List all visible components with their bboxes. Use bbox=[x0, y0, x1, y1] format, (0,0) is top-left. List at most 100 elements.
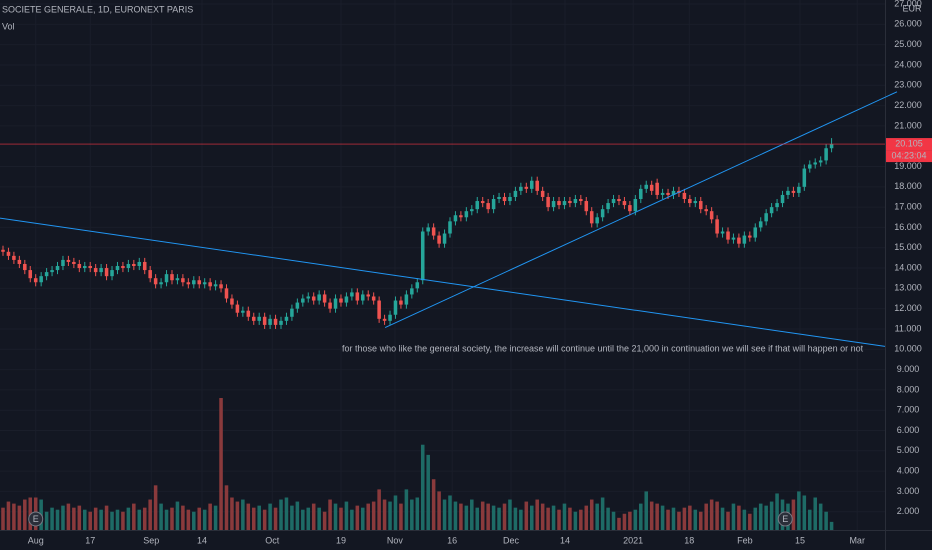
volume-bar bbox=[758, 503, 763, 530]
candle-body bbox=[28, 270, 33, 279]
candle-body bbox=[235, 304, 240, 313]
volume-bar bbox=[797, 491, 801, 530]
volume-bar bbox=[562, 503, 567, 530]
candle-body bbox=[535, 180, 539, 191]
volume-bar bbox=[671, 507, 676, 530]
volume-bar bbox=[88, 511, 92, 530]
candle-body bbox=[704, 209, 708, 212]
volume-bar bbox=[644, 491, 649, 530]
volume-bar bbox=[181, 505, 185, 530]
volume-bar bbox=[257, 505, 261, 530]
candle-body bbox=[192, 280, 196, 285]
y-tick-label: 15.000 bbox=[894, 242, 922, 252]
candle-body bbox=[666, 192, 670, 195]
volume-bar bbox=[377, 489, 381, 530]
candle-body bbox=[246, 310, 251, 317]
volume-bar bbox=[748, 513, 752, 530]
volume-bar bbox=[202, 509, 207, 530]
candle-body bbox=[546, 196, 550, 208]
x-tick-label: Sep bbox=[143, 535, 159, 545]
candle-body bbox=[497, 196, 501, 200]
candle-body bbox=[491, 199, 496, 210]
volume-bar bbox=[279, 499, 283, 530]
volume-bar bbox=[164, 509, 169, 530]
candle-body bbox=[426, 227, 430, 232]
candle-body bbox=[791, 190, 796, 193]
candle-body bbox=[813, 162, 817, 165]
candle-body bbox=[181, 278, 185, 283]
volume-bar bbox=[159, 503, 163, 530]
candle-body bbox=[688, 199, 692, 204]
x-tick-label: 19 bbox=[336, 535, 346, 545]
volume-bar bbox=[235, 501, 240, 530]
candle-body bbox=[366, 294, 370, 297]
x-tick-label: Oct bbox=[265, 535, 280, 545]
candle-body bbox=[66, 259, 71, 262]
candle-body bbox=[186, 282, 191, 285]
candle-body bbox=[279, 320, 283, 325]
candle-body bbox=[104, 268, 109, 277]
candle-body bbox=[655, 182, 659, 195]
candle-body bbox=[382, 318, 387, 321]
candle-body bbox=[12, 255, 16, 260]
candle-body bbox=[529, 180, 534, 189]
candle-body bbox=[322, 294, 327, 303]
volume-bar bbox=[693, 509, 698, 530]
trend-line bbox=[0, 217, 886, 347]
volume-bar bbox=[132, 503, 136, 530]
y-tick-label: 14.000 bbox=[894, 262, 922, 272]
volume-bar bbox=[295, 501, 300, 530]
candle-body bbox=[219, 284, 223, 289]
volume-bar bbox=[813, 497, 817, 530]
trend-line bbox=[384, 91, 898, 328]
volume-bar bbox=[399, 503, 403, 530]
y-tick-label: 17.000 bbox=[894, 202, 922, 212]
candle-body bbox=[23, 263, 27, 271]
candle-body bbox=[639, 188, 643, 200]
volume-bar bbox=[824, 511, 828, 530]
candle-body bbox=[350, 292, 354, 297]
candle-body bbox=[606, 203, 610, 210]
candle-body bbox=[202, 282, 207, 285]
candle-body bbox=[159, 282, 163, 285]
volume-bar bbox=[186, 509, 191, 530]
volume-bar bbox=[628, 511, 632, 530]
volume-bar bbox=[639, 503, 643, 530]
candle-body bbox=[410, 288, 414, 295]
candle-body bbox=[589, 211, 594, 224]
candle-body bbox=[121, 266, 125, 269]
candle-body bbox=[753, 227, 758, 238]
candle-body bbox=[731, 237, 736, 240]
candle-body bbox=[290, 308, 294, 317]
candle-body bbox=[55, 266, 60, 271]
y-tick-label: 22.000 bbox=[894, 100, 922, 110]
candle-body bbox=[764, 213, 768, 222]
candle-body bbox=[110, 270, 114, 277]
volume-bar bbox=[704, 503, 708, 530]
volume-bar bbox=[241, 499, 245, 530]
candle-body bbox=[475, 201, 480, 210]
volume-bar bbox=[219, 398, 223, 530]
candle-body bbox=[720, 231, 725, 234]
candle-body bbox=[486, 203, 490, 210]
volume-bar bbox=[82, 509, 87, 530]
candle-body bbox=[649, 184, 654, 191]
candle-body bbox=[88, 266, 92, 269]
candle-body bbox=[404, 294, 409, 305]
y-tick-label: 2.000 bbox=[897, 506, 920, 516]
volume-bar bbox=[573, 511, 578, 530]
candle-body bbox=[137, 261, 142, 267]
volume-bar bbox=[775, 493, 779, 530]
volume-bar bbox=[818, 503, 823, 530]
candle-body bbox=[737, 237, 741, 244]
y-tick-label: 26.000 bbox=[894, 19, 922, 29]
volume-bar bbox=[333, 503, 338, 530]
volume-bar bbox=[622, 513, 627, 530]
candle-body bbox=[61, 259, 65, 267]
candle-body bbox=[758, 221, 763, 228]
candle-body bbox=[33, 278, 38, 283]
volume-bar bbox=[557, 509, 561, 530]
candle-body bbox=[508, 196, 512, 202]
volume-bar bbox=[93, 507, 98, 530]
volume-bar bbox=[497, 507, 501, 530]
